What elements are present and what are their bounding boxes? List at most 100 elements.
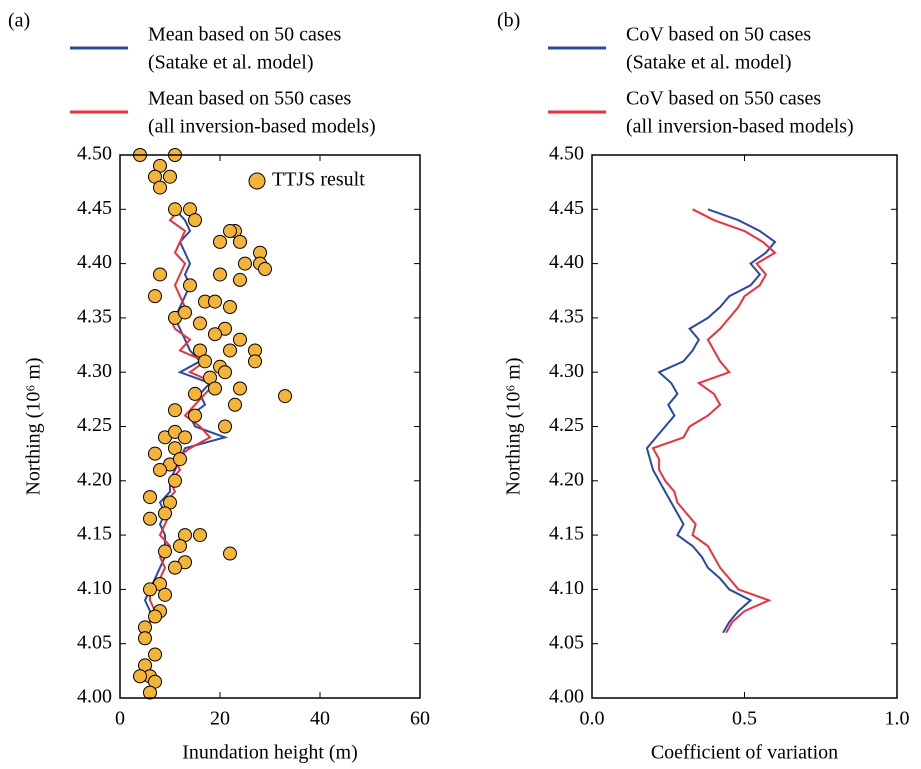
y-tick-label: 4.50 <box>549 143 584 165</box>
x-tick-label: 0.5 <box>732 708 757 730</box>
x-axis-label: Inundation height (m) <box>182 742 358 764</box>
scatter-point <box>148 289 162 304</box>
scatter-point <box>143 685 157 700</box>
scatter-point <box>208 294 222 309</box>
scatter-point <box>178 305 192 320</box>
y-tick-label: 4.25 <box>77 414 112 436</box>
scatter-point <box>143 511 157 526</box>
x-tick-label: 0 <box>115 708 125 730</box>
legend-label: (Satake et al. model) <box>148 52 314 74</box>
panel-label: (a) <box>8 10 30 32</box>
scatter-point <box>168 560 182 575</box>
x-axis-label: Coefficient of variation <box>651 742 838 764</box>
scatter-point <box>218 419 232 434</box>
plot-frame <box>591 154 898 699</box>
scatter-point <box>163 169 177 184</box>
scatter-point <box>173 452 187 467</box>
y-tick-label: 4.40 <box>549 251 584 273</box>
scatter-point <box>218 365 232 380</box>
scatter-point <box>188 213 202 228</box>
scatter-point <box>223 224 237 239</box>
scatter-point <box>153 267 167 282</box>
scatter-point <box>258 262 272 277</box>
scatter-point <box>198 354 212 369</box>
scatter-point <box>223 300 237 315</box>
legend-label: (all inversion-based models) <box>148 116 376 138</box>
y-tick-label: 4.25 <box>549 414 584 436</box>
legend-label: CoV based on 550 cases <box>626 88 821 110</box>
scatter-point <box>233 234 247 249</box>
scatter-point <box>168 473 182 488</box>
y-tick-label: 4.35 <box>77 305 112 327</box>
y-axis-label: Northing (10⁶ m) <box>503 357 525 495</box>
y-tick-label: 4.30 <box>77 360 112 382</box>
scatter-point <box>153 180 167 195</box>
legend-marker <box>248 172 266 190</box>
legend-label: Mean based on 550 cases <box>148 88 351 110</box>
legend-label: CoV based on 50 cases <box>626 24 811 46</box>
y-tick-label: 4.35 <box>549 305 584 327</box>
scatter-point <box>178 430 192 445</box>
legend-label: Mean based on 50 cases <box>148 24 341 46</box>
scatter-point <box>168 202 182 217</box>
x-tick-label: 60 <box>410 708 430 730</box>
scatter-point <box>148 647 162 662</box>
scatter-point <box>278 389 292 404</box>
legend-label: (all inversion-based models) <box>626 116 854 138</box>
y-axis-label: Northing (10⁶ m) <box>23 357 45 495</box>
scatter-point <box>208 381 222 396</box>
series-line <box>651 208 777 634</box>
y-tick-label: 4.00 <box>549 686 584 708</box>
scatter-point <box>158 544 172 559</box>
y-tick-label: 4.30 <box>549 360 584 382</box>
y-tick-label: 4.05 <box>549 631 584 653</box>
y-tick-label: 4.10 <box>77 577 112 599</box>
series-line <box>645 208 777 634</box>
x-tick-label: 20 <box>210 708 230 730</box>
scatter-point <box>143 490 157 505</box>
scatter-point <box>168 403 182 418</box>
x-tick-label: 40 <box>310 708 330 730</box>
y-tick-label: 4.00 <box>77 686 112 708</box>
scatter-point <box>228 397 242 412</box>
scatter-point <box>248 354 262 369</box>
scatter-point <box>143 582 157 597</box>
scatter-point <box>188 408 202 423</box>
y-tick-label: 4.10 <box>549 577 584 599</box>
scatter-point <box>193 316 207 331</box>
scatter-point <box>148 446 162 461</box>
scatter-point <box>188 386 202 401</box>
scatter-point <box>158 506 172 521</box>
scatter-point <box>233 332 247 347</box>
scatter-point <box>223 343 237 358</box>
scatter-point <box>193 528 207 543</box>
scatter-point <box>133 669 147 684</box>
y-tick-label: 4.20 <box>77 468 112 490</box>
y-tick-label: 4.20 <box>549 468 584 490</box>
y-tick-label: 4.15 <box>549 523 584 545</box>
scatter-point <box>158 587 172 602</box>
scatter-point <box>233 381 247 396</box>
panel-label: (b) <box>497 10 520 32</box>
y-tick-label: 4.45 <box>549 197 584 219</box>
scatter-point <box>183 278 197 293</box>
y-tick-label: 4.05 <box>77 631 112 653</box>
y-tick-label: 4.45 <box>77 197 112 219</box>
x-tick-label: 1.0 <box>885 708 910 730</box>
scatter-point <box>148 609 162 624</box>
scatter-point <box>138 631 152 646</box>
plot-frame <box>119 154 421 699</box>
y-tick-label: 4.40 <box>77 251 112 273</box>
scatter-point <box>173 538 187 553</box>
scatter-point <box>208 327 222 342</box>
x-tick-label: 0.0 <box>580 708 605 730</box>
legend-label: (Satake et al. model) <box>626 52 792 74</box>
scatter-point <box>223 546 237 561</box>
legend-label: TTJS result <box>272 169 365 191</box>
scatter-point <box>238 256 252 271</box>
y-tick-label: 4.50 <box>77 143 112 165</box>
y-tick-label: 4.15 <box>77 523 112 545</box>
scatter-point <box>213 267 227 282</box>
scatter-point <box>153 462 167 477</box>
